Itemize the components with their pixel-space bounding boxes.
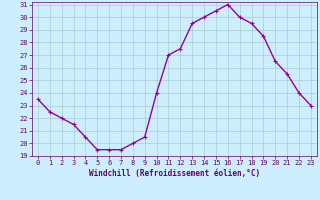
X-axis label: Windchill (Refroidissement éolien,°C): Windchill (Refroidissement éolien,°C) xyxy=(89,169,260,178)
